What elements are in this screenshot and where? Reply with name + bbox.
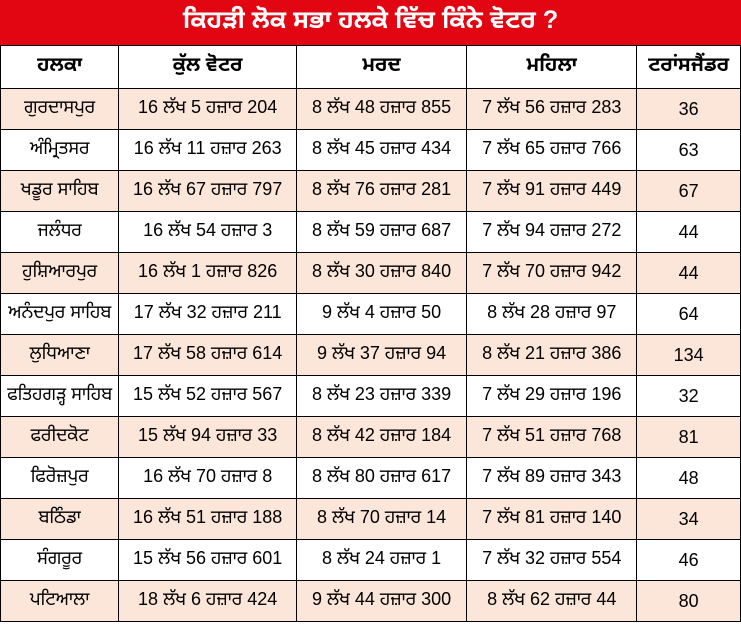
- cell-female: 7 ਲੱਖ 81 ਹਜ਼ਾਰ 140: [467, 499, 637, 540]
- cell-trans: 81: [637, 417, 741, 458]
- cell-male: 9 ਲੱਖ 44 ਹਜ਼ਾਰ 300: [296, 581, 466, 622]
- cell-female: 7 ਲੱਖ 32 ਹਜ਼ਾਰ 554: [467, 540, 637, 581]
- cell-trans: 44: [637, 212, 741, 253]
- cell-total: 17 ਲੱਖ 58 ਹਜ਼ਾਰ 614: [119, 335, 297, 376]
- header-row: ਹਲਕਾ ਕੁੱਲ ਵੋਟਰ ਮਰਦ ਮਹਿਲਾ ਟਰਾਂਸਜੈਂਡਰ: [1, 46, 741, 89]
- cell-total: 18 ਲੱਖ 6 ਹਜ਼ਾਰ 424: [119, 581, 297, 622]
- header-trans: ਟਰਾਂਸਜੈਂਡਰ: [637, 46, 741, 89]
- cell-total: 15 ਲੱਖ 94 ਹਜ਼ਾਰ 33: [119, 417, 297, 458]
- table-row: ਜਲੰਧਰ16 ਲੱਖ 54 ਹਜ਼ਾਰ 38 ਲੱਖ 59 ਹਜ਼ਾਰ 687…: [1, 212, 741, 253]
- table-row: ਖਡੂਰ ਸਾਹਿਬ16 ਲੱਖ 67 ਹਜ਼ਾਰ 7978 ਲੱਖ 76 ਹਜ…: [1, 171, 741, 212]
- cell-total: 16 ਲੱਖ 5 ਹਜ਼ਾਰ 204: [119, 89, 297, 130]
- cell-trans: 32: [637, 376, 741, 417]
- cell-halka: ਖਡੂਰ ਸਾਹਿਬ: [1, 171, 119, 212]
- cell-trans: 134: [637, 335, 741, 376]
- table-row: ਫਰੀਦਕੋਟ15 ਲੱਖ 94 ਹਜ਼ਾਰ 338 ਲੱਖ 42 ਹਜ਼ਾਰ …: [1, 417, 741, 458]
- table-title: ਕਿਹੜੀ ਲੋਕ ਸਭਾ ਹਲਕੇ ਵਿੱਚ ਕਿੰਨੇ ਵੋਟਰ ?: [0, 0, 741, 45]
- cell-male: 8 ਲੱਖ 30 ਹਜ਼ਾਰ 840: [296, 253, 466, 294]
- cell-female: 8 ਲੱਖ 21 ਹਜ਼ਾਰ 386: [467, 335, 637, 376]
- table-row: ਹੁਸ਼ਿਆਰਪੁਰ16 ਲੱਖ 1 ਹਜ਼ਾਰ 8268 ਲੱਖ 30 ਹਜ਼…: [1, 253, 741, 294]
- cell-trans: 46: [637, 540, 741, 581]
- cell-male: 8 ਲੱਖ 48 ਹਜ਼ਾਰ 855: [296, 89, 466, 130]
- table-body: ਗੁਰਦਾਸਪੁਰ16 ਲੱਖ 5 ਹਜ਼ਾਰ 2048 ਲੱਖ 48 ਹਜ਼ਾ…: [1, 89, 741, 622]
- cell-trans: 48: [637, 458, 741, 499]
- cell-halka: ਪਟਿਆਲਾ: [1, 581, 119, 622]
- cell-female: 7 ਲੱਖ 70 ਹਜ਼ਾਰ 942: [467, 253, 637, 294]
- cell-total: 17 ਲੱਖ 32 ਹਜ਼ਾਰ 211: [119, 294, 297, 335]
- cell-halka: ਅੰਮ੍ਰਿਤਸਰ: [1, 130, 119, 171]
- cell-total: 15 ਲੱਖ 56 ਹਜ਼ਾਰ 601: [119, 540, 297, 581]
- cell-male: 8 ਲੱਖ 76 ਹਜ਼ਾਰ 281: [296, 171, 466, 212]
- voter-table-container: ਕਿਹੜੀ ਲੋਕ ਸਭਾ ਹਲਕੇ ਵਿੱਚ ਕਿੰਨੇ ਵੋਟਰ ? ਹਲਕ…: [0, 0, 741, 638]
- cell-female: 7 ਲੱਖ 51 ਹਜ਼ਾਰ 768: [467, 417, 637, 458]
- header-total: ਕੁੱਲ ਵੋਟਰ: [119, 46, 297, 89]
- cell-female: 8 ਲੱਖ 62 ਹਜ਼ਾਰ 44: [467, 581, 637, 622]
- cell-halka: ਫਰੀਦਕੋਟ: [1, 417, 119, 458]
- cell-trans: 44: [637, 253, 741, 294]
- header-female: ਮਹਿਲਾ: [467, 46, 637, 89]
- cell-trans: 34: [637, 499, 741, 540]
- cell-male: 8 ਲੱਖ 80 ਹਜ਼ਾਰ 617: [296, 458, 466, 499]
- cell-male: 8 ਲੱਖ 24 ਹਜ਼ਾਰ 1: [296, 540, 466, 581]
- cell-halka: ਸੰਗਰੂਰ: [1, 540, 119, 581]
- cell-total: 15 ਲੱਖ 52 ਹਜ਼ਾਰ 567: [119, 376, 297, 417]
- cell-halka: ਅਨੰਦਪੁਰ ਸਾਹਿਬ: [1, 294, 119, 335]
- table-row: ਲੁਧਿਆਣਾ17 ਲੱਖ 58 ਹਜ਼ਾਰ 6149 ਲੱਖ 37 ਹਜ਼ਾਰ…: [1, 335, 741, 376]
- table-row: ਅੰਮ੍ਰਿਤਸਰ16 ਲੱਖ 11 ਹਜ਼ਾਰ 2638 ਲੱਖ 45 ਹਜ਼…: [1, 130, 741, 171]
- table-row: ਪਟਿਆਲਾ18 ਲੱਖ 6 ਹਜ਼ਾਰ 4249 ਲੱਖ 44 ਹਜ਼ਾਰ 3…: [1, 581, 741, 622]
- cell-female: 7 ਲੱਖ 91 ਹਜ਼ਾਰ 449: [467, 171, 637, 212]
- cell-trans: 64: [637, 294, 741, 335]
- cell-halka: ਹੁਸ਼ਿਆਰਪੁਰ: [1, 253, 119, 294]
- cell-halka: ਗੁਰਦਾਸਪੁਰ: [1, 89, 119, 130]
- cell-male: 9 ਲੱਖ 4 ਹਜ਼ਾਰ 50: [296, 294, 466, 335]
- cell-female: 7 ਲੱਖ 56 ਹਜ਼ਾਰ 283: [467, 89, 637, 130]
- table-row: ਗੁਰਦਾਸਪੁਰ16 ਲੱਖ 5 ਹਜ਼ਾਰ 2048 ਲੱਖ 48 ਹਜ਼ਾ…: [1, 89, 741, 130]
- cell-trans: 67: [637, 171, 741, 212]
- cell-halka: ਲੁਧਿਆਣਾ: [1, 335, 119, 376]
- cell-male: 8 ਲੱਖ 42 ਹਜ਼ਾਰ 184: [296, 417, 466, 458]
- cell-trans: 63: [637, 130, 741, 171]
- table-row: ਅਨੰਦਪੁਰ ਸਾਹਿਬ17 ਲੱਖ 32 ਹਜ਼ਾਰ 2119 ਲੱਖ 4 …: [1, 294, 741, 335]
- cell-halka: ਫਿਰੋਜ਼ਪੁਰ: [1, 458, 119, 499]
- cell-total: 16 ਲੱਖ 11 ਹਜ਼ਾਰ 263: [119, 130, 297, 171]
- header-male: ਮਰਦ: [296, 46, 466, 89]
- cell-male: 8 ਲੱਖ 45 ਹਜ਼ਾਰ 434: [296, 130, 466, 171]
- cell-female: 7 ਲੱਖ 94 ਹਜ਼ਾਰ 272: [467, 212, 637, 253]
- cell-male: 9 ਲੱਖ 37 ਹਜ਼ਾਰ 94: [296, 335, 466, 376]
- cell-total: 16 ਲੱਖ 51 ਹਜ਼ਾਰ 188: [119, 499, 297, 540]
- table-row: ਫਤਿਹਗੜ੍ਹ ਸਾਹਿਬ15 ਲੱਖ 52 ਹਜ਼ਾਰ 5678 ਲੱਖ 2…: [1, 376, 741, 417]
- cell-total: 16 ਲੱਖ 1 ਹਜ਼ਾਰ 826: [119, 253, 297, 294]
- voter-table: ਹਲਕਾ ਕੁੱਲ ਵੋਟਰ ਮਰਦ ਮਹਿਲਾ ਟਰਾਂਸਜੈਂਡਰ ਗੁਰਦ…: [0, 45, 741, 622]
- cell-trans: 36: [637, 89, 741, 130]
- cell-total: 16 ਲੱਖ 67 ਹਜ਼ਾਰ 797: [119, 171, 297, 212]
- cell-male: 8 ਲੱਖ 23 ਹਜ਼ਾਰ 339: [296, 376, 466, 417]
- cell-trans: 80: [637, 581, 741, 622]
- cell-female: 8 ਲੱਖ 28 ਹਜ਼ਾਰ 97: [467, 294, 637, 335]
- cell-female: 7 ਲੱਖ 29 ਹਜ਼ਾਰ 196: [467, 376, 637, 417]
- cell-total: 16 ਲੱਖ 70 ਹਜ਼ਾਰ 8: [119, 458, 297, 499]
- cell-female: 7 ਲੱਖ 65 ਹਜ਼ਾਰ 766: [467, 130, 637, 171]
- cell-halka: ਬਠਿੰਡਾ: [1, 499, 119, 540]
- cell-halka: ਜਲੰਧਰ: [1, 212, 119, 253]
- table-row: ਸੰਗਰੂਰ15 ਲੱਖ 56 ਹਜ਼ਾਰ 6018 ਲੱਖ 24 ਹਜ਼ਾਰ …: [1, 540, 741, 581]
- table-row: ਬਠਿੰਡਾ16 ਲੱਖ 51 ਹਜ਼ਾਰ 1888 ਲੱਖ 70 ਹਜ਼ਾਰ …: [1, 499, 741, 540]
- cell-female: 7 ਲੱਖ 89 ਹਜ਼ਾਰ 343: [467, 458, 637, 499]
- header-halka: ਹਲਕਾ: [1, 46, 119, 89]
- cell-total: 16 ਲੱਖ 54 ਹਜ਼ਾਰ 3: [119, 212, 297, 253]
- cell-male: 8 ਲੱਖ 70 ਹਜ਼ਾਰ 14: [296, 499, 466, 540]
- cell-halka: ਫਤਿਹਗੜ੍ਹ ਸਾਹਿਬ: [1, 376, 119, 417]
- table-row: ਫਿਰੋਜ਼ਪੁਰ16 ਲੱਖ 70 ਹਜ਼ਾਰ 88 ਲੱਖ 80 ਹਜ਼ਾਰ…: [1, 458, 741, 499]
- cell-male: 8 ਲੱਖ 59 ਹਜ਼ਾਰ 687: [296, 212, 466, 253]
